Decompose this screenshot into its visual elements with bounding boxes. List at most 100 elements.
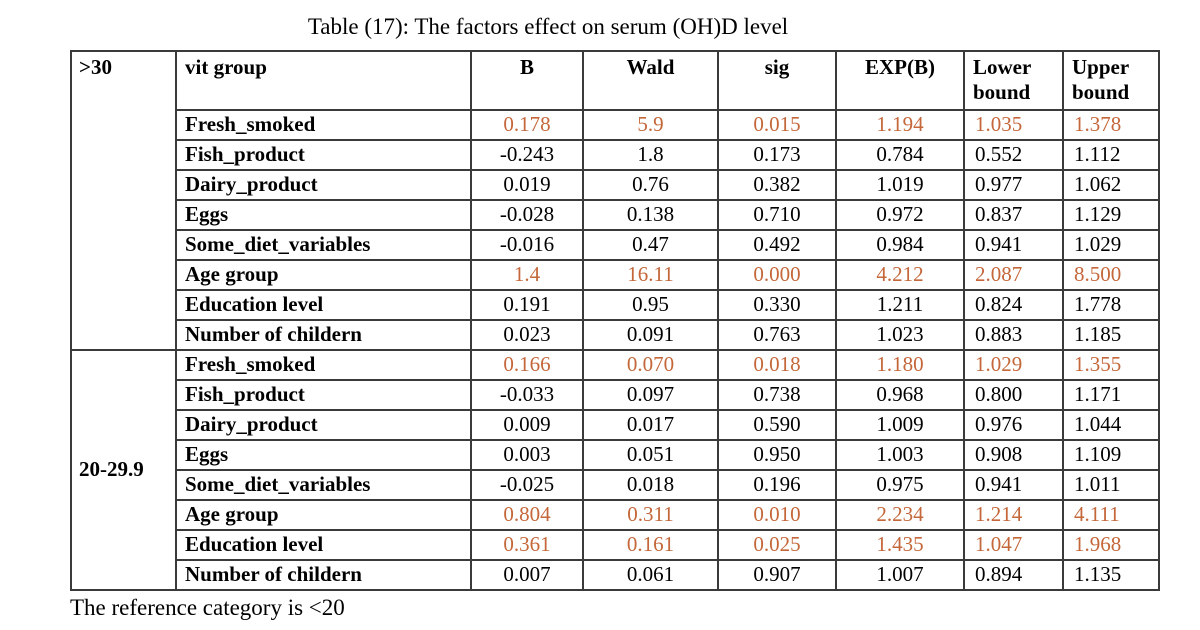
value-cell: 0.019 [470,168,584,201]
value-cell: 0.824 [963,288,1064,321]
value-cell: 0.382 [717,168,837,201]
value-cell: 0.976 [963,408,1064,441]
table-title: Table (17): The factors effect on serum … [307,14,789,39]
value-cell: -0.028 [470,198,584,231]
value-cell: 0.196 [717,468,837,501]
value-cell: 0.015 [717,108,837,141]
value-cell: 0.051 [582,438,719,471]
value-cell: 0.95 [582,288,719,321]
value-cell: 0.894 [963,558,1064,591]
value-cell: 0.590 [717,408,837,441]
column-header-upper-bound: Upper bound [1062,49,1160,111]
value-cell: 0.173 [717,138,837,171]
value-cell: 0.023 [470,318,584,351]
value-cell: 1.378 [1062,108,1160,141]
table-row: Education level 0.361 0.161 0.025 1.435 1.047… [71,528,1160,561]
table-row: Some_diet_variables -0.025 0.018 0.196 0.975… [71,468,1160,501]
variable-label: Eggs [175,438,472,471]
value-cell: 1.007 [835,558,965,591]
value-cell: 0.710 [717,198,837,231]
table-row: Fish_product -0.033 0.097 0.738 0.968 0.800 1.… [71,378,1160,411]
value-cell: 0.018 [582,468,719,501]
variable-label: Fresh_smoked [175,348,472,381]
value-cell: 16.11 [582,258,719,291]
value-cell: 0.311 [582,498,719,531]
value-cell: 1.211 [835,288,965,321]
value-cell: 1.171 [1062,378,1160,411]
table-body: >30 vit group B Wald sig EXP(B) Lower bo… [70,49,1160,591]
value-cell: 1.023 [835,318,965,351]
value-cell: 1.435 [835,528,965,561]
table-row: Education level 0.191 0.95 0.330 1.211 0.824 1… [71,288,1160,321]
value-cell: 4.212 [835,258,965,291]
factors-table: >30 vit group B Wald sig EXP(B) Lower bo… [70,49,1160,591]
value-cell: -0.016 [470,228,584,261]
value-cell: 0.178 [470,108,584,141]
value-cell: 1.194 [835,108,965,141]
value-cell: 1.135 [1062,558,1160,591]
column-header-vit-group: vit group [175,49,472,111]
value-cell: 0.000 [717,258,837,291]
value-cell: 1.8 [582,138,719,171]
table-row: Number of childern 0.023 0.091 0.763 1.023 0.… [71,318,1160,351]
value-cell: 0.977 [963,168,1064,201]
value-cell: 1.129 [1062,198,1160,231]
variable-label: Age group [175,498,472,531]
value-cell: 1.180 [835,348,965,381]
value-cell: 0.784 [835,138,965,171]
value-cell: -0.033 [470,378,584,411]
table-row: 20-29.9 Fresh_smoked 0.166 0.070 0.018 1.180 1… [70,348,1160,591]
value-cell: 1.4 [470,258,584,291]
variable-label: Fish_product [175,138,472,171]
value-cell: 1.029 [1062,228,1160,261]
value-cell: 1.109 [1062,438,1160,471]
table-row: Age group 1.4 16.11 0.000 4.212 2.087 8.500 [71,258,1160,291]
value-cell: 0.804 [470,498,584,531]
value-cell: 0.47 [582,228,719,261]
value-cell: 1.044 [1062,408,1160,441]
value-cell: 1.047 [963,528,1064,561]
value-cell: 0.883 [963,318,1064,351]
value-cell: 0.017 [582,408,719,441]
value-cell: 0.097 [582,378,719,411]
value-cell: 0.070 [582,348,719,381]
table-row: Eggs 0.003 0.051 0.950 1.003 0.908 1.109 [71,438,1160,471]
table-row: Age group 0.804 0.311 0.010 2.234 1.214 4.111 [71,498,1160,531]
value-cell: 0.091 [582,318,719,351]
column-header-sig: sig [717,49,837,111]
table-row: Fresh_smoked 0.178 5.9 0.015 1.194 1.035 1.378 [71,108,1160,141]
value-cell: 0.975 [835,468,965,501]
column-header-wald: Wald [582,49,719,111]
value-cell: 2.087 [963,258,1064,291]
value-cell: 1.035 [963,108,1064,141]
variable-label: Eggs [175,198,472,231]
table-row: Fish_product -0.243 1.8 0.173 0.784 0.552 1.11… [71,138,1160,171]
variable-label: Some_diet_variables [175,228,472,261]
value-cell: 1.355 [1062,348,1160,381]
value-cell: 0.018 [717,348,837,381]
value-cell: 0.138 [582,198,719,231]
variable-label: Number of childern [175,318,472,351]
variable-label: Education level [175,528,472,561]
value-cell: 0.191 [470,288,584,321]
value-cell: 2.234 [835,498,965,531]
value-cell: 0.010 [717,498,837,531]
column-header-lower-bound: Lower bound [963,49,1064,111]
value-cell: 4.111 [1062,498,1160,531]
value-cell: -0.025 [470,468,584,501]
value-cell: 0.738 [717,378,837,411]
value-cell: 5.9 [582,108,719,141]
variable-label: Age group [175,258,472,291]
value-cell: 1.062 [1062,168,1160,201]
value-cell: 0.950 [717,438,837,471]
table-row: Eggs -0.028 0.138 0.710 0.972 0.837 1.129 [71,198,1160,231]
value-cell: 0.009 [470,408,584,441]
value-cell: 0.166 [470,348,584,381]
value-cell: 0.941 [963,468,1064,501]
value-cell: 0.984 [835,228,965,261]
value-cell: 1.011 [1062,468,1160,501]
value-cell: 0.003 [470,438,584,471]
variable-label: Number of childern [175,558,472,591]
value-cell: -0.243 [470,138,584,171]
variable-label: Some_diet_variables [175,468,472,501]
